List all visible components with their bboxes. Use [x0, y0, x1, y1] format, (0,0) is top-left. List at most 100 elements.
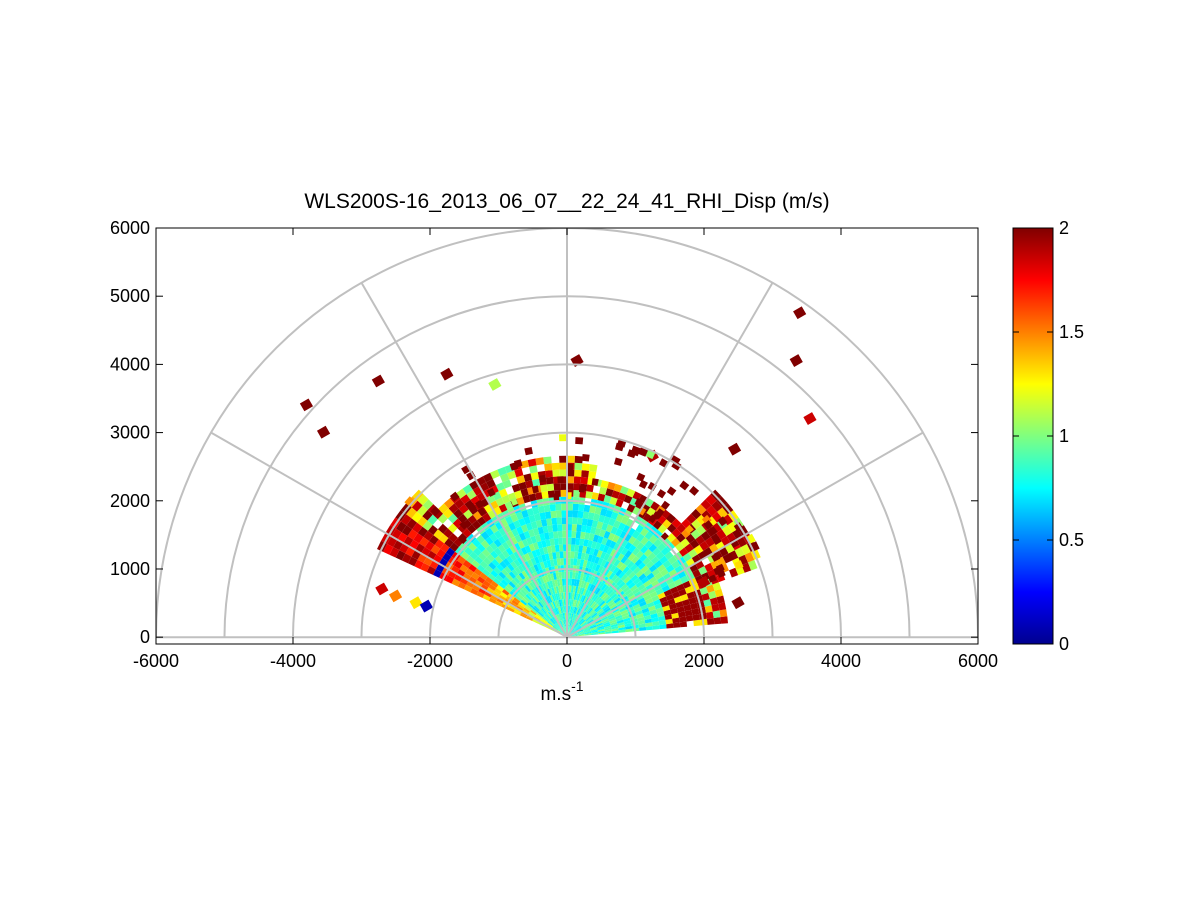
data-cell — [383, 544, 394, 555]
data-cell — [517, 564, 525, 573]
data-cell — [582, 612, 588, 619]
data-cell — [574, 455, 583, 464]
data-cell — [444, 538, 454, 548]
data-cell — [570, 551, 575, 559]
data-cell — [518, 481, 527, 491]
data-cell — [544, 511, 552, 519]
data-cell — [580, 531, 586, 540]
data-cell — [648, 576, 658, 584]
data-cell — [685, 533, 696, 544]
data-cell — [600, 602, 607, 609]
data-cell — [655, 588, 664, 596]
data-cell — [589, 625, 597, 629]
data-cell — [558, 537, 563, 545]
data-speckle — [458, 535, 467, 544]
data-cell — [549, 538, 555, 546]
data-cell — [705, 537, 715, 547]
data-cell — [462, 528, 472, 538]
data-cell — [572, 592, 575, 600]
data-cell — [548, 619, 555, 626]
data-cell — [597, 627, 605, 631]
data-cell — [551, 617, 557, 624]
data-cell — [476, 576, 486, 584]
data-cell — [691, 608, 700, 616]
data-cell — [590, 601, 597, 608]
data-cell — [734, 547, 745, 558]
data-cell — [716, 595, 725, 604]
data-speckle — [708, 574, 717, 583]
data-cell — [629, 597, 638, 604]
data-cell — [552, 601, 557, 609]
data-cell — [589, 464, 598, 472]
data-cell — [662, 605, 671, 612]
data-cell — [529, 590, 536, 598]
data-cell — [601, 522, 609, 531]
data-cell — [686, 591, 695, 599]
data-cell — [514, 595, 522, 602]
data-cell — [619, 607, 627, 613]
data-cell — [528, 514, 536, 523]
data-cell — [582, 588, 587, 596]
data-cell — [671, 537, 681, 547]
data-cell — [575, 538, 581, 546]
x-axis-label-exponent: -1 — [571, 678, 584, 694]
data-cell — [516, 526, 524, 535]
data-cell — [645, 560, 655, 569]
data-cell — [422, 499, 434, 510]
data-cell — [573, 476, 582, 484]
data-cell — [652, 520, 663, 530]
y-tick-label: 0 — [140, 627, 150, 647]
data-cell — [639, 587, 648, 595]
data-cell — [567, 626, 570, 634]
data-cell — [457, 513, 468, 524]
data-cell — [604, 627, 612, 631]
data-cell — [637, 620, 646, 625]
data-cell — [559, 592, 562, 600]
data-cell — [693, 619, 701, 627]
data-cell — [490, 524, 499, 534]
data-cell — [510, 602, 518, 608]
data-cell — [632, 538, 641, 548]
data-cell — [406, 507, 417, 519]
data-cell — [577, 617, 583, 624]
data-cell — [603, 494, 612, 504]
data-cell — [427, 514, 438, 525]
data-cell — [665, 618, 673, 625]
data-cell — [635, 580, 644, 588]
data-cell — [599, 486, 608, 495]
data-speckle — [591, 478, 599, 486]
data-cell — [602, 620, 610, 625]
data-cell — [648, 543, 658, 553]
data-cell — [695, 504, 707, 515]
data-cell — [395, 550, 406, 561]
data-cell — [518, 590, 526, 598]
data-cell — [514, 534, 522, 543]
data-cell — [530, 565, 537, 574]
data-cell — [721, 525, 733, 536]
data-cell — [647, 552, 656, 561]
data-cell — [708, 590, 717, 600]
data-cell — [569, 628, 575, 635]
data-cell — [591, 612, 598, 619]
data-cell — [614, 612, 622, 618]
data-cell — [509, 553, 517, 562]
data-cell — [488, 562, 497, 570]
data-cell — [616, 536, 624, 545]
data-speckle — [648, 514, 657, 524]
data-cell — [560, 620, 564, 628]
data-cell — [679, 547, 689, 557]
data-cell — [586, 484, 594, 493]
data-cell — [716, 529, 727, 540]
data-cell — [607, 481, 616, 491]
data-cell — [568, 619, 570, 627]
data-cell — [644, 531, 654, 540]
data-cell — [401, 553, 412, 564]
data-cell — [520, 554, 528, 563]
data-cell — [605, 631, 612, 634]
data-cell — [422, 520, 433, 531]
data-cell — [653, 584, 662, 592]
data-cell — [562, 619, 565, 627]
data-cell — [635, 569, 644, 578]
data-cell — [562, 530, 567, 538]
data-cell — [548, 531, 554, 540]
